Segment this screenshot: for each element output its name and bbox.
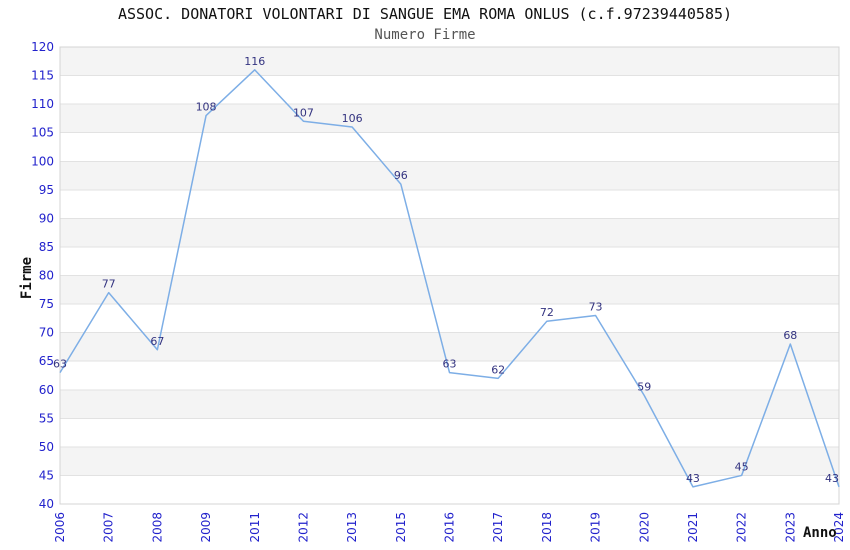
x-axis-title: Anno	[803, 525, 837, 541]
plot-border	[59, 46, 840, 505]
chart-title: ASSOC. DONATORI VOLONTARI DI SANGUE EMA …	[117, 5, 733, 23]
y-tick-label: 95	[39, 183, 54, 197]
data-line	[59, 69, 840, 488]
chart-subtitle: Numero Firme	[374, 27, 476, 43]
y-tick-label: 45	[39, 468, 54, 482]
data-label: 106	[342, 112, 363, 125]
data-label: 63	[53, 358, 67, 371]
x-tick-label: 2019	[589, 512, 603, 543]
data-label: 73	[589, 300, 603, 313]
grid-band	[60, 446, 839, 476]
x-tick-label: 2007	[102, 512, 116, 543]
data-label: 67	[150, 335, 164, 348]
grid-band	[60, 389, 839, 419]
data-label: 77	[102, 278, 116, 291]
y-tick-label: 65	[39, 354, 54, 368]
data-label: 43	[686, 472, 700, 485]
x-tick-label: 2016	[443, 512, 457, 543]
data-label: 43	[825, 472, 839, 485]
y-tick-label: 110	[31, 97, 54, 111]
x-tick-label: 2017	[491, 512, 505, 543]
y-tick-label: 80	[39, 269, 54, 283]
y-tick-label: 55	[39, 411, 54, 425]
y-tick-label: 85	[39, 240, 54, 254]
y-tick-label: 75	[39, 297, 54, 311]
x-tick-label: 2018	[540, 512, 554, 543]
x-tick-label: 2011	[248, 512, 262, 543]
x-tick-label: 2008	[150, 512, 164, 543]
y-tick-label: 60	[39, 383, 54, 397]
data-label: 96	[394, 169, 408, 182]
x-tick-label: 2020	[637, 512, 651, 543]
grid-band	[60, 218, 839, 247]
data-label: 63	[443, 358, 457, 371]
data-label: 68	[783, 329, 797, 342]
grid-band	[60, 332, 839, 362]
x-tick-label: 2009	[199, 512, 213, 543]
data-label: 72	[540, 306, 554, 319]
grid-band	[60, 161, 839, 190]
x-tick-label: 2024	[832, 512, 846, 543]
y-tick-label: 90	[39, 211, 54, 225]
x-tick-label: 2013	[345, 512, 359, 543]
x-tick-label: 2015	[394, 512, 408, 543]
y-tick-label: 105	[31, 126, 54, 140]
grid-band	[60, 104, 839, 133]
y-tick-label: 40	[39, 497, 54, 511]
x-tick-label: 2012	[296, 512, 310, 543]
y-tick-label: 50	[39, 440, 54, 454]
x-tick-label: 2023	[783, 512, 797, 543]
x-tick-label: 2006	[53, 512, 67, 543]
data-label: 107	[293, 106, 314, 119]
data-label: 45	[735, 460, 749, 473]
y-tick-label: 70	[39, 326, 54, 340]
y-tick-label: 115	[31, 69, 54, 83]
x-tick-label: 2022	[735, 512, 749, 543]
grid-band	[60, 47, 839, 76]
y-axis-title: Firme	[19, 256, 35, 300]
y-tick-label: 120	[31, 40, 54, 54]
grid-band	[60, 275, 839, 305]
x-tick-label: 2021	[686, 512, 700, 543]
y-tick-label: 100	[31, 154, 54, 168]
data-label: 116	[244, 55, 265, 68]
data-label: 59	[637, 380, 651, 393]
data-label: 62	[491, 363, 505, 376]
data-label: 108	[196, 101, 217, 114]
